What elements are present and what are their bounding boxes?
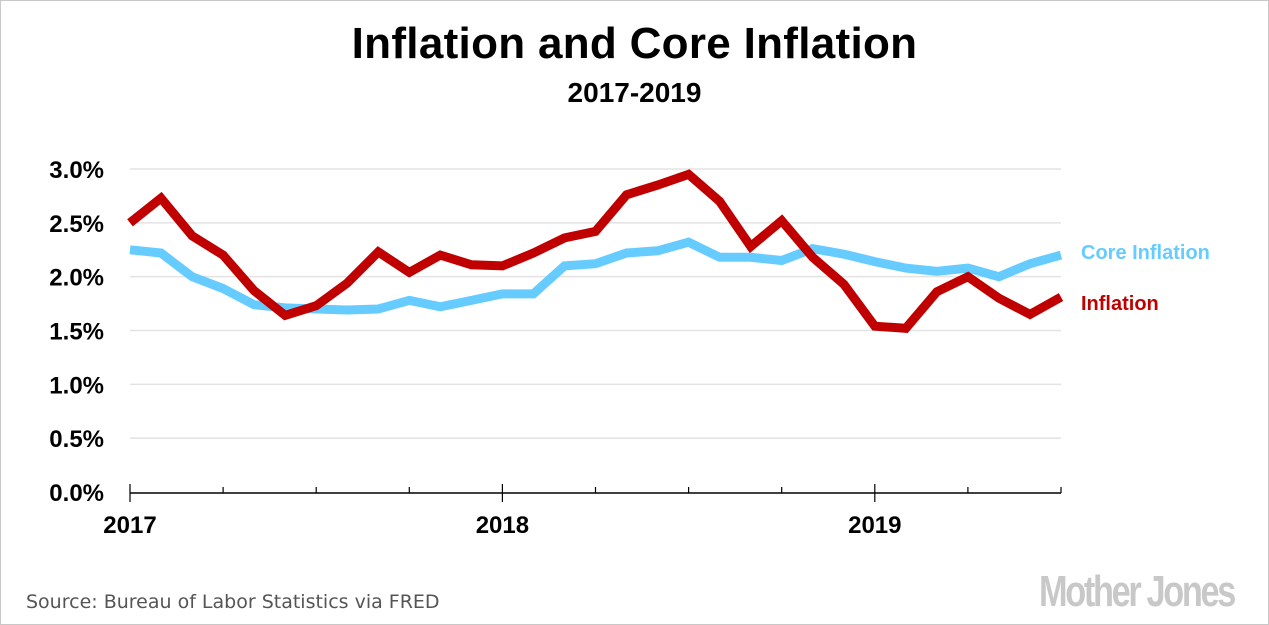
- y-tick-label: 3.0%: [49, 157, 104, 184]
- chart-title: Inflation and Core Inflation: [351, 19, 918, 68]
- series-lines: [127, 169, 1064, 333]
- series-line-inflation: [127, 169, 1064, 333]
- source-note: Source: Bureau of Labor Statistics via F…: [26, 591, 440, 613]
- y-tick-label: 2.0%: [49, 265, 104, 292]
- y-axis-tick-labels: 0.0% 0.5% 1.0% 1.5% 2.0% 2.5% 3.0%: [49, 157, 104, 507]
- mother-jones-logo: Mother Jones: [1038, 567, 1236, 616]
- x-tick-label: 2019: [848, 512, 901, 539]
- series-line-core-inflation: [129, 237, 1063, 315]
- y-tick-label: 2.5%: [49, 211, 104, 238]
- chart-subtitle: 2017-2019: [567, 77, 702, 108]
- y-tick-label: 1.0%: [49, 372, 104, 399]
- series-label-inflation: Inflation: [1081, 293, 1159, 315]
- y-tick-label: 0.5%: [49, 426, 104, 453]
- x-axis: 2017 2018 2019: [103, 484, 1062, 539]
- series-labels: Core Inflation Inflation: [1081, 242, 1210, 315]
- series-label-core-inflation: Core Inflation: [1081, 242, 1210, 264]
- y-tick-label: 0.0%: [49, 480, 104, 507]
- x-tick-label: 2017: [103, 512, 156, 539]
- x-tick-label: 2018: [476, 512, 529, 539]
- y-tick-label: 1.5%: [49, 319, 104, 346]
